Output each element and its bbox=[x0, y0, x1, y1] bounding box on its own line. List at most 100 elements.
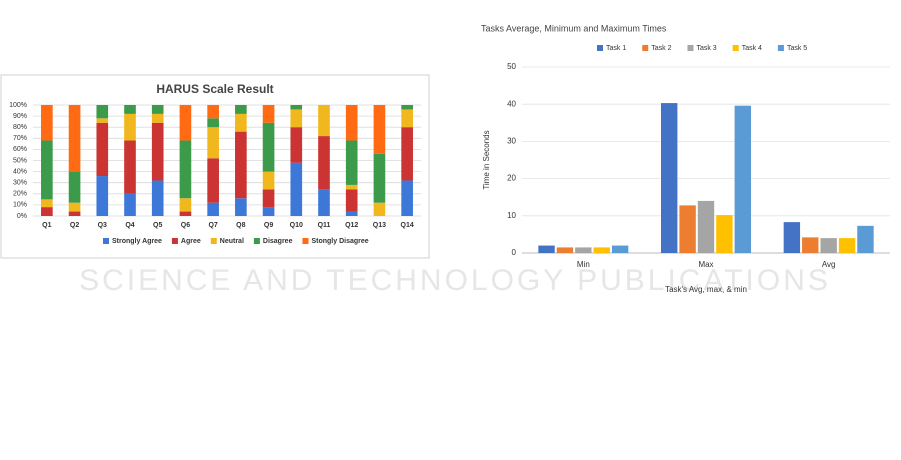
bar-segment bbox=[345, 184, 358, 190]
x-tick-label: Q3 bbox=[98, 222, 107, 229]
x-tick-label: Q10 bbox=[290, 222, 303, 229]
legend-label: Task 5 bbox=[787, 45, 807, 52]
legend-swatch bbox=[642, 45, 649, 51]
x-tick-label: Q2 bbox=[70, 222, 79, 229]
y-tick-label: 20 bbox=[507, 174, 516, 183]
bar-segment bbox=[345, 105, 358, 141]
bar-segment bbox=[235, 105, 247, 114]
bar-segment bbox=[345, 211, 358, 216]
x-tick-label: Q13 bbox=[373, 222, 386, 229]
bar bbox=[611, 245, 629, 253]
bar-segment bbox=[235, 113, 247, 132]
bar bbox=[575, 247, 592, 253]
legend-swatch bbox=[171, 238, 178, 244]
chart-title: HARUS Scale Result bbox=[156, 82, 273, 96]
bar-segment bbox=[262, 171, 275, 190]
y-tick-label: 20% bbox=[13, 191, 27, 198]
bar-segment bbox=[373, 105, 386, 154]
bar-segment bbox=[262, 105, 275, 123]
legend-label: Task 2 bbox=[651, 45, 671, 52]
bar-segment bbox=[151, 113, 164, 123]
bar-segment bbox=[68, 211, 81, 216]
y-tick-label: 50 bbox=[507, 62, 516, 71]
bar-segment bbox=[262, 189, 275, 208]
y-tick-label: 80% bbox=[13, 124, 27, 131]
x-tick-label: Q5 bbox=[153, 222, 162, 229]
bar bbox=[697, 200, 715, 253]
y-tick-label: 40 bbox=[507, 99, 516, 108]
y-tick-label: 0% bbox=[17, 213, 27, 220]
x-tick-label: Q9 bbox=[264, 222, 273, 229]
bar-segment bbox=[151, 122, 164, 181]
x-tick-label: Q12 bbox=[345, 222, 358, 229]
y-tick-label: 10 bbox=[507, 211, 516, 220]
bar-segment bbox=[290, 127, 303, 163]
bar bbox=[538, 245, 555, 253]
bar-segment bbox=[179, 211, 192, 216]
bar-segment bbox=[290, 162, 303, 216]
bar-segment bbox=[124, 113, 136, 141]
bar-segment bbox=[262, 207, 275, 216]
legend-label: Agree bbox=[181, 238, 201, 245]
legend-swatch bbox=[103, 238, 109, 244]
bar-segment bbox=[41, 105, 53, 141]
y-tick-label: 60% bbox=[13, 146, 27, 153]
bar-segment bbox=[401, 127, 413, 181]
bar-segment bbox=[41, 207, 53, 216]
y-tick-label: 10% bbox=[13, 202, 27, 209]
bar-segment bbox=[262, 122, 275, 172]
bar-segment bbox=[96, 118, 109, 123]
bar bbox=[679, 205, 696, 253]
bar bbox=[783, 222, 801, 253]
bar-segment bbox=[179, 105, 192, 141]
x-axis-title: Task's Avg, max, & min bbox=[665, 285, 747, 294]
legend-swatch bbox=[302, 238, 309, 244]
legend-swatch bbox=[687, 45, 694, 51]
bar-segment bbox=[318, 189, 330, 216]
bar-segment bbox=[318, 105, 330, 137]
bar-segment bbox=[207, 158, 219, 203]
y-tick-label: 100% bbox=[9, 102, 27, 109]
y-tick-label: 40% bbox=[13, 168, 27, 175]
bar-segment bbox=[235, 198, 247, 216]
bar-segment bbox=[207, 105, 219, 119]
y-tick-label: 30% bbox=[13, 180, 27, 187]
bar bbox=[838, 238, 856, 253]
bar-segment bbox=[124, 140, 136, 194]
x-tick-label: Min bbox=[577, 260, 590, 269]
bar-segment bbox=[96, 176, 109, 216]
bar-segment bbox=[401, 109, 413, 128]
x-tick-label: Q14 bbox=[401, 222, 414, 229]
bar bbox=[820, 238, 837, 253]
legend-swatch bbox=[777, 45, 784, 51]
legend-label: Task 1 bbox=[606, 45, 626, 52]
bar-segment bbox=[345, 140, 358, 185]
bar-segment bbox=[207, 202, 219, 216]
bar bbox=[802, 237, 819, 253]
legend-swatch bbox=[597, 45, 603, 51]
bar-segment bbox=[401, 105, 413, 110]
bar bbox=[661, 103, 678, 253]
bar bbox=[556, 247, 574, 253]
watermark: SCIENCE AND TECHNOLOGY PUBLICATIONS bbox=[79, 264, 831, 297]
bar-segment bbox=[318, 136, 330, 190]
x-tick-label: Avg bbox=[822, 260, 836, 269]
bar-segment bbox=[124, 105, 136, 114]
bar-segment bbox=[179, 198, 192, 212]
y-tick-label: 0 bbox=[512, 248, 517, 257]
x-tick-label: Max bbox=[698, 260, 713, 269]
bar-segment bbox=[290, 105, 303, 110]
bar-segment bbox=[373, 153, 386, 203]
bar-segment bbox=[235, 131, 247, 199]
bar-segment bbox=[68, 105, 81, 172]
x-tick-label: Q4 bbox=[125, 222, 134, 229]
legend-label: Task 4 bbox=[742, 45, 762, 52]
chart-frame bbox=[0, 74, 430, 259]
y-tick-label: 30 bbox=[507, 137, 516, 146]
x-tick-label: Q8 bbox=[236, 222, 245, 229]
bar bbox=[716, 215, 733, 253]
bar-segment bbox=[207, 118, 219, 128]
legend-label: Task 3 bbox=[696, 45, 716, 52]
bar-segment bbox=[96, 105, 109, 119]
